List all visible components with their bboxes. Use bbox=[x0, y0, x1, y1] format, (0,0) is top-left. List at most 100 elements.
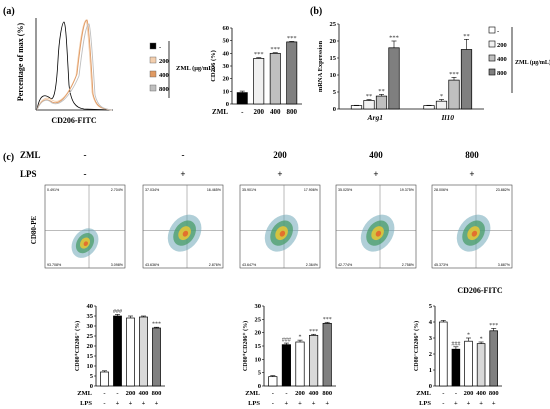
y-tick-label: 5 bbox=[90, 373, 94, 380]
category-label-1: Il10 bbox=[440, 113, 454, 122]
y-tick-label: 50 bbox=[223, 38, 230, 45]
significance-1: ### bbox=[451, 341, 460, 347]
y-tick-label: 30 bbox=[255, 303, 262, 310]
bar-0 bbox=[100, 371, 109, 387]
y-tick-label: 0 bbox=[226, 101, 229, 108]
cd80neg-cd206pos-chart: 0 1 2 3 4 5 CD80⁻CD206⁺ (%) - - ### - + * 200 + * 400 + **… bbox=[413, 303, 502, 407]
legend-swatch-1 bbox=[488, 40, 496, 48]
flow-q-tl-3: 35.025% bbox=[338, 188, 353, 192]
flow-q-tr-2: 17.906% bbox=[304, 188, 319, 192]
bar-3 bbox=[139, 316, 148, 387]
cd80pos-cd206neg-chart: 0 5 10 15 20 25 30 35 40 CD80⁺CD206⁻ (%) - - ### - +20… bbox=[74, 303, 165, 407]
flow-lps-value-1: + bbox=[180, 169, 185, 179]
hist-trace-400 bbox=[36, 19, 113, 111]
flow-q-tr-4: 23.882% bbox=[496, 188, 511, 192]
flow-q-tl-2: 35.901% bbox=[242, 188, 257, 192]
flow-q-tr-0: 2.704% bbox=[111, 188, 124, 192]
y-tick-label: 25 bbox=[330, 21, 337, 28]
bar-0-3 bbox=[388, 47, 400, 110]
hist-trace-800 bbox=[36, 23, 113, 111]
bar-0-0 bbox=[350, 105, 363, 110]
x-tick-label-0: - bbox=[241, 108, 244, 116]
significance-3: *** bbox=[309, 329, 318, 335]
row-label-zml: ZML bbox=[77, 390, 92, 397]
row-label-lps: LPS bbox=[419, 400, 431, 407]
significance-2: *** bbox=[270, 46, 280, 53]
zml-value-1: - bbox=[116, 390, 118, 397]
y-tick-label: 25 bbox=[255, 316, 262, 323]
bar-3 bbox=[286, 41, 298, 105]
lps-value-0: - bbox=[272, 400, 274, 407]
x-axis-label: ZML bbox=[212, 108, 228, 116]
bar-2 bbox=[295, 341, 305, 387]
hist-trace-control bbox=[36, 21, 113, 111]
y-axis-label: CD80⁺CD206⁻ (%) bbox=[74, 321, 81, 371]
legend-swatch-2 bbox=[488, 54, 496, 62]
significance: *** bbox=[449, 71, 459, 78]
cd206-bar-chart: 0 10 20 30 40 50 60 CD206 (%) - *** 200 *** 400 *** 80… bbox=[210, 25, 302, 116]
flow-ylabel: CD80-PE bbox=[30, 215, 38, 244]
flow-q-bl-1: 43.636% bbox=[145, 263, 160, 267]
significance: *** bbox=[389, 35, 399, 42]
legend-title: ZML (μg/mL) bbox=[515, 59, 550, 66]
flow-density-peak bbox=[279, 230, 286, 237]
flow-lps-label: LPS bbox=[20, 169, 37, 179]
lps-value-3: + bbox=[479, 400, 483, 407]
significance-4: *** bbox=[489, 323, 498, 329]
legend-swatch-0 bbox=[488, 26, 496, 34]
bar-4 bbox=[489, 330, 498, 387]
bar-0 bbox=[439, 321, 448, 387]
significance: * bbox=[440, 93, 443, 100]
zml-value-4: 800 bbox=[152, 390, 162, 397]
significance: ** bbox=[463, 33, 470, 40]
zml-value-4: 800 bbox=[322, 390, 332, 397]
cd80pos-cd206pos-chart: 0 5 10 15 20 25 30 CD80⁺CD206⁺ (%) - - ### - + * 200 + *… bbox=[242, 303, 336, 407]
y-tick-label: 15 bbox=[87, 353, 94, 360]
y-tick-label: 20 bbox=[87, 343, 94, 350]
flow-q-tl-4: 28.006% bbox=[434, 188, 449, 192]
bar-0 bbox=[236, 92, 248, 105]
y-tick-label: 40 bbox=[223, 50, 230, 57]
y-tick-label: 10 bbox=[255, 356, 262, 363]
lps-value-3: + bbox=[312, 400, 316, 407]
y-tick-label: 30 bbox=[87, 323, 94, 330]
flow-q-br-3: 2.758% bbox=[402, 263, 415, 267]
lps-value-3: + bbox=[142, 400, 146, 407]
lps-value-1: + bbox=[454, 400, 458, 407]
bar-4 bbox=[152, 327, 161, 387]
hist-legend-swatch-1 bbox=[149, 56, 157, 64]
flow-q-br-0: 3.098% bbox=[111, 263, 124, 267]
flow-q-bl-2: 43.647% bbox=[242, 263, 257, 267]
y-tick-label: 10 bbox=[223, 88, 230, 95]
flow-q-tr-1: 16.465% bbox=[207, 188, 222, 192]
bar-4 bbox=[322, 322, 332, 387]
lps-value-0: - bbox=[442, 400, 444, 407]
zml-value-3: 400 bbox=[476, 390, 486, 397]
bar-0 bbox=[268, 376, 278, 387]
row-label-lps: LPS bbox=[80, 400, 92, 407]
flow-zml-value-4: 800 bbox=[465, 150, 479, 160]
lps-value-4: + bbox=[492, 400, 496, 407]
significance-1: ### bbox=[113, 309, 122, 315]
y-tick-label: 20 bbox=[330, 38, 337, 45]
y-tick-label: 5 bbox=[258, 370, 262, 377]
hist-legend-label-2: 400 bbox=[159, 72, 169, 79]
y-tick-label: 60 bbox=[223, 25, 230, 32]
bar-1 bbox=[253, 58, 265, 105]
zml-value-0: - bbox=[442, 390, 444, 397]
zml-value-0: - bbox=[272, 390, 274, 397]
bar-0-2 bbox=[375, 95, 388, 110]
lps-value-2: + bbox=[298, 400, 302, 407]
y-tick-label: 40 bbox=[87, 303, 94, 310]
panel-label-b: (b) bbox=[310, 6, 322, 17]
y-axis-label: mRNA Expression bbox=[317, 40, 324, 92]
bar-3 bbox=[309, 334, 319, 387]
hist-ylabel: Percentage of max (%) bbox=[16, 23, 25, 102]
y-tick-label: 15 bbox=[330, 55, 337, 62]
zml-value-4: 800 bbox=[489, 390, 499, 397]
bar-1 bbox=[281, 344, 291, 387]
bar-3 bbox=[476, 343, 486, 387]
flow-zml-value-3: 400 bbox=[369, 150, 383, 160]
zml-value-3: 400 bbox=[139, 390, 149, 397]
